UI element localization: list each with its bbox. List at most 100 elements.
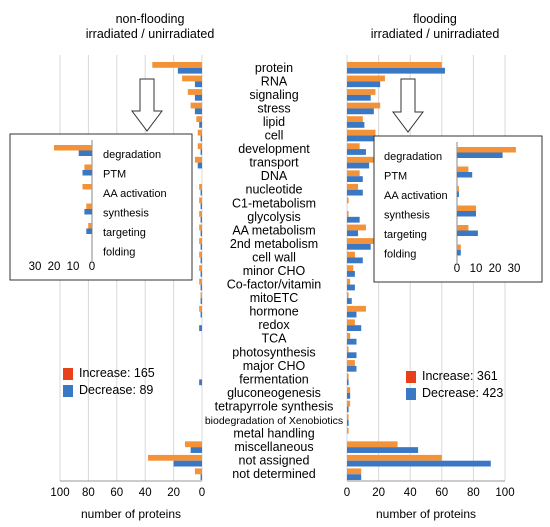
category-label: Co-factor/vitamin xyxy=(227,278,322,292)
left-x-axis-title: number of proteins xyxy=(81,507,181,521)
right-bar-decrease xyxy=(347,420,349,426)
category-label: not determined xyxy=(232,467,315,481)
legend-decrease-count: 423 xyxy=(482,386,504,400)
right-bar-decrease xyxy=(347,352,357,359)
left-inset-category-label: folding xyxy=(103,246,135,258)
legend-decrease-label: Decrease xyxy=(422,386,476,400)
left-bar-decrease xyxy=(200,311,202,318)
right-inset-bar-decrease xyxy=(457,172,473,178)
right-bar-increase xyxy=(347,305,366,312)
left-bar-increase xyxy=(152,62,202,68)
right-bar-decrease xyxy=(347,447,419,453)
left-bar-increase xyxy=(187,89,202,95)
category-label: tetrapyrrole synthesis xyxy=(215,399,334,413)
right-inset-bar-increase xyxy=(457,186,459,192)
legend-increase-count: 165 xyxy=(133,366,155,380)
right-inset: degradation PTM AA activation synthesis targ… xyxy=(373,135,543,283)
right-x-tick-label: 0 xyxy=(344,487,350,499)
right-legend: Increase: 361 Decrease: 423 xyxy=(406,368,503,402)
right-bar-decrease xyxy=(347,460,491,467)
category-label: RNA xyxy=(261,74,288,88)
left-inset-tick-label: 0 xyxy=(89,261,95,273)
left-bar-increase xyxy=(199,224,202,231)
right-x-tick-label: 100 xyxy=(495,487,514,499)
left-inset-category-label: synthesis xyxy=(103,207,149,219)
category-label: biodegradation of Xenobiotics xyxy=(205,415,343,427)
right-inset-tick-label: 10 xyxy=(470,263,483,275)
right-panel-title: flooding irradiated / unirradiated xyxy=(330,12,540,42)
legend-decrease-label: Decrease xyxy=(79,383,133,397)
legend-decrease-swatch xyxy=(406,387,416,400)
right-bar-increase xyxy=(347,89,376,95)
right-bar-decrease xyxy=(347,284,355,291)
left-inset-bar-increase xyxy=(86,203,92,209)
left-inset-bar-decrease xyxy=(84,209,92,215)
category-label: fermentation xyxy=(239,372,309,386)
left-bar-decrease xyxy=(199,379,202,386)
right-title-line2: irradiated / unirradiated xyxy=(370,27,500,41)
category-label: protein xyxy=(255,61,293,75)
left-inset-bar-increase xyxy=(84,164,92,170)
left-bar-increase xyxy=(199,278,202,285)
right-bar-increase xyxy=(347,238,374,244)
left-inset-bar-decrease xyxy=(82,170,92,176)
left-title-line1: non-flooding xyxy=(115,12,185,26)
category-label: redox xyxy=(258,318,290,332)
left-bar-increase xyxy=(199,251,202,258)
right-bar-decrease xyxy=(347,108,374,115)
left-bar-decrease xyxy=(197,162,202,169)
category-label: major CHO xyxy=(243,359,306,373)
right-bar-decrease xyxy=(347,474,362,481)
right-inset-tick-label: 20 xyxy=(489,263,502,275)
left-bar-increase xyxy=(200,292,202,299)
left-x-tick-label: 0 xyxy=(199,487,205,499)
left-bar-decrease xyxy=(200,203,202,210)
left-bar-decrease xyxy=(194,108,202,115)
left-inset: degradation PTM AA activation synthesis targ… xyxy=(9,133,193,281)
right-inset-category-label: targeting xyxy=(384,229,427,241)
category-label: mitoETC xyxy=(250,291,299,305)
right-bar-increase xyxy=(347,278,351,285)
legend-increase-count: 361 xyxy=(476,369,498,383)
left-x-tick-label: 100 xyxy=(50,487,69,499)
legend-decrease-count: 89 xyxy=(139,383,154,397)
right-inset-bar-increase xyxy=(457,225,469,231)
left-bar-decrease xyxy=(200,284,202,291)
left-inset-tick-label: 20 xyxy=(48,261,61,273)
right-bar-decrease xyxy=(347,325,362,332)
right-bar-increase xyxy=(347,224,366,231)
right-x-tick-label: 60 xyxy=(435,487,448,499)
category-label: signaling xyxy=(249,88,298,102)
right-bar-decrease xyxy=(347,243,371,250)
right-bar-increase xyxy=(347,143,360,150)
right-bar-decrease xyxy=(347,216,360,223)
right-bar-decrease xyxy=(347,176,363,182)
left-inset-frame xyxy=(9,133,193,281)
right-bar-increase xyxy=(347,265,354,272)
left-bar-increase xyxy=(197,129,202,136)
right-bar-decrease xyxy=(347,189,363,196)
right-bar-increase xyxy=(347,319,355,326)
right-inset-bar-decrease xyxy=(457,152,503,158)
category-label: minor CHO xyxy=(243,264,306,278)
right-bar-increase xyxy=(347,183,359,190)
category-label: metal handling xyxy=(233,427,314,441)
right-bar-decrease xyxy=(347,338,357,345)
legend-increase: Increase: 165 xyxy=(63,365,155,382)
left-title-line2: irradiated / unirradiated xyxy=(85,27,215,41)
right-bar-increase xyxy=(347,346,349,353)
right-bar-increase xyxy=(347,156,374,163)
left-inset-bar-increase xyxy=(88,223,92,229)
left-bar-increase xyxy=(196,116,202,122)
category-label: gluconeogenesis xyxy=(227,386,321,400)
right-x-tick-label: 80 xyxy=(467,487,480,499)
right-inset-bar-increase xyxy=(457,147,516,153)
legend-increase-label: Increase xyxy=(79,366,127,380)
left-bar-decrease xyxy=(200,216,202,223)
right-bar-increase xyxy=(347,373,349,380)
legend-decrease: Decrease: 423 xyxy=(406,385,503,402)
category-label: stress xyxy=(257,101,290,115)
category-label: DNA xyxy=(261,169,288,183)
left-bar-decrease xyxy=(200,474,202,481)
